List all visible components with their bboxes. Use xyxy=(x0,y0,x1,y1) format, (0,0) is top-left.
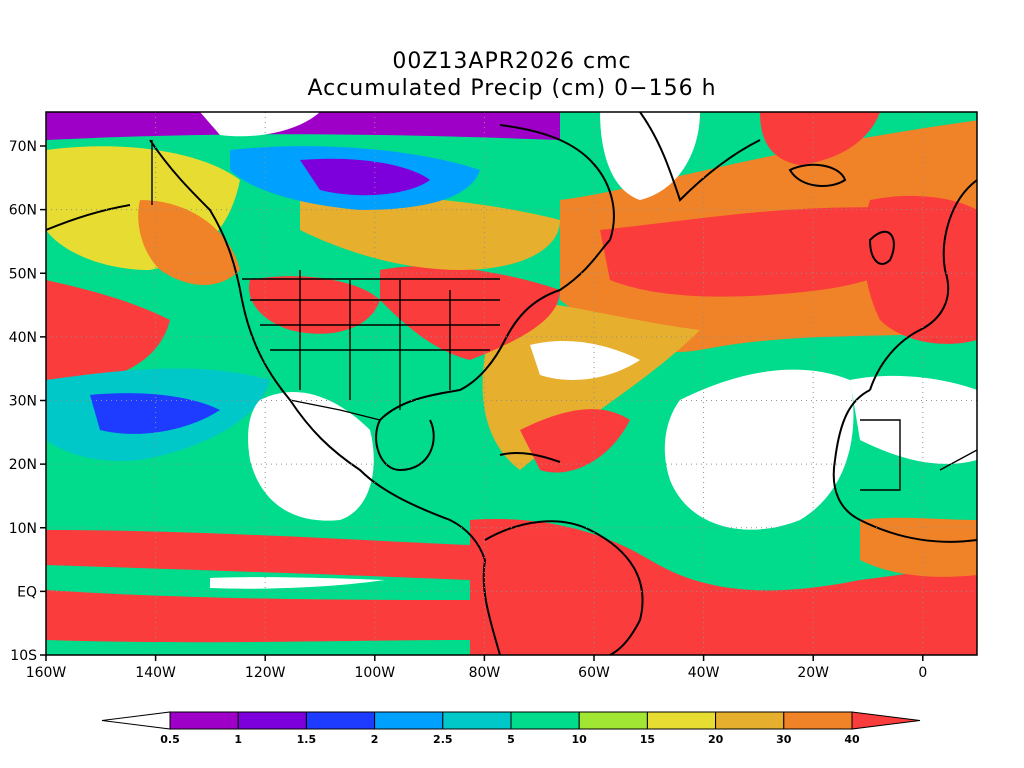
lon-label: 80W xyxy=(469,665,501,681)
coast-south-america-west xyxy=(482,559,501,655)
border-africa xyxy=(860,419,977,491)
lat-label: 10S xyxy=(10,648,37,664)
dry-eastern-pacific xyxy=(248,391,374,521)
dry-greenland xyxy=(600,112,700,200)
coast-europe xyxy=(869,179,977,391)
colorbar-segment xyxy=(783,711,853,730)
field-canada xyxy=(300,196,560,270)
colorbar-label: 30 xyxy=(776,733,792,746)
field-itcz-north xyxy=(46,530,470,580)
coast-west-africa xyxy=(832,389,977,543)
longitude-axis: 160W 140W 120W 100W 80W 60W 40W 20W 0 xyxy=(26,655,927,681)
coastlines xyxy=(46,112,977,655)
field-itcz-south xyxy=(46,590,470,643)
lat-label: 40N xyxy=(9,330,37,346)
colorbar-segment xyxy=(578,711,648,730)
colorbar-high-arrow xyxy=(851,711,921,730)
dry-bermuda xyxy=(530,340,640,380)
colorbar-label: 10 xyxy=(572,733,588,746)
coast-pacific-americas xyxy=(149,139,486,561)
map-subtitle: Accumulated Precip (cm) 0−156 h xyxy=(307,76,717,101)
field-europe xyxy=(863,195,977,344)
colorbar-segment xyxy=(169,711,239,730)
colorbar-label: 5 xyxy=(507,733,515,746)
lon-label: 100W xyxy=(355,665,396,681)
lat-label: 50N xyxy=(9,266,37,282)
coast-greenland xyxy=(639,112,761,202)
latitude-axis: 70N 60N 50N 40N 30N 20N 10N EQ 10S xyxy=(9,139,46,664)
colorbar-label: 1.5 xyxy=(297,733,317,746)
colorbar-label: 20 xyxy=(708,733,724,746)
colorbar-segment xyxy=(646,711,717,730)
lon-label: 120W xyxy=(245,665,286,681)
dry-central-atlantic xyxy=(664,369,854,530)
coast-british-isles xyxy=(868,230,895,265)
field-iceland xyxy=(760,112,880,165)
lat-label: 10N xyxy=(9,521,37,537)
lon-label: 20W xyxy=(797,665,829,681)
lat-label: 60N xyxy=(9,203,37,219)
lat-label: 70N xyxy=(9,139,37,155)
field-west-us xyxy=(249,276,380,334)
colorbar-label: 2 xyxy=(371,733,379,746)
coast-us-east xyxy=(379,239,611,421)
colorbar-segment xyxy=(510,711,580,730)
colorbar-segment xyxy=(715,711,785,730)
lon-label: 40W xyxy=(688,665,720,681)
colorbar-segment xyxy=(374,711,444,730)
lon-label: 0 xyxy=(918,665,927,681)
field-pacific-red xyxy=(46,280,170,380)
lat-label: 30N xyxy=(9,394,37,410)
coast-caribbean xyxy=(499,452,561,463)
dry-arctic-west xyxy=(200,112,320,137)
field-caribbean-red xyxy=(520,409,630,473)
border-us-mexico xyxy=(289,399,381,421)
coast-gulf-mexico xyxy=(375,419,435,472)
dry-equatorial-pacific xyxy=(210,577,385,589)
border-us-states xyxy=(250,270,500,410)
lat-label: 20N xyxy=(9,457,37,473)
field-north-atlantic-core xyxy=(600,207,944,297)
colorbar-label: 15 xyxy=(640,733,655,746)
coast-iceland xyxy=(788,163,847,187)
colorbar-label: 2.5 xyxy=(433,733,453,746)
colorbar-label: 40 xyxy=(844,733,860,746)
field-pacific-blue xyxy=(90,393,220,434)
colorbar-segment xyxy=(442,711,512,730)
coast-alaska xyxy=(46,204,131,231)
lat-label: EQ xyxy=(17,584,37,600)
field-alaska-gulf xyxy=(138,200,240,285)
field-arctic-top xyxy=(46,112,560,140)
colorbar-segment xyxy=(237,711,307,730)
precip-field xyxy=(46,112,977,655)
colorbar-segment xyxy=(305,711,376,730)
map-frame xyxy=(45,111,978,656)
grid-lines xyxy=(46,112,977,655)
colorbar: 0.5 1 1.5 2 2.5 5 10 15 20 30 40 xyxy=(101,711,921,746)
coast-south-america-north xyxy=(484,520,644,655)
colorbar-label: 0.5 xyxy=(160,733,180,746)
colorbar-low-arrow xyxy=(101,711,171,730)
lon-label: 140W xyxy=(135,665,176,681)
dry-sahara xyxy=(850,375,977,464)
political-borders xyxy=(151,140,977,491)
map-title: 00Z13APR2026 cmc xyxy=(392,49,632,74)
colorbar-label: 1 xyxy=(234,733,242,746)
coast-labrador xyxy=(499,124,615,241)
lon-label: 160W xyxy=(26,665,67,681)
field-eastern-us xyxy=(380,266,560,360)
field-south-america xyxy=(470,519,977,655)
lon-label: 60W xyxy=(578,665,610,681)
field-arctic-purple xyxy=(300,158,430,196)
